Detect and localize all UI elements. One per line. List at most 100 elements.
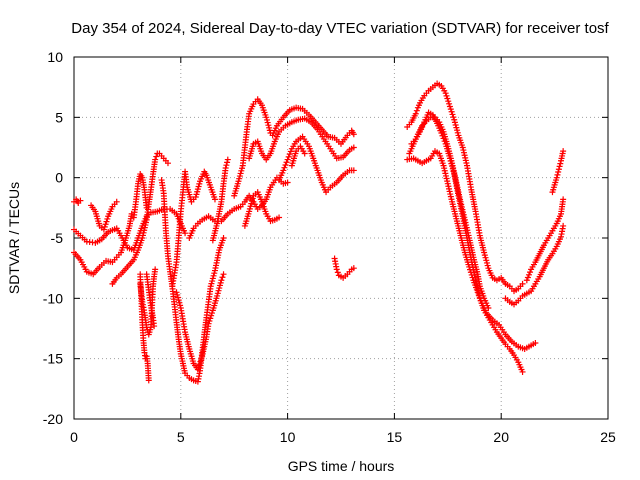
data-point	[113, 198, 120, 205]
data-point	[448, 108, 455, 115]
data-point	[453, 124, 460, 131]
data-point	[467, 269, 474, 276]
data-point	[476, 294, 483, 301]
data-point	[237, 170, 244, 177]
data-point	[483, 259, 490, 266]
data-point	[482, 254, 489, 261]
data-point	[475, 292, 482, 299]
data-point	[263, 114, 270, 121]
data-point	[285, 153, 292, 160]
data-point	[481, 249, 488, 256]
data-point	[555, 169, 562, 176]
data-point	[198, 355, 205, 362]
data-point	[103, 218, 110, 225]
data-point	[164, 160, 171, 167]
data-point	[211, 270, 218, 277]
series-track-i	[143, 271, 158, 330]
y-tick-label: -20	[43, 411, 63, 427]
data-point	[224, 159, 231, 166]
data-point	[175, 297, 182, 304]
data-point	[350, 167, 357, 174]
data-point	[151, 323, 158, 330]
data-point	[440, 135, 447, 142]
data-point	[454, 129, 461, 136]
data-point	[197, 358, 204, 365]
data-point	[152, 266, 159, 273]
data-point	[211, 196, 218, 203]
data-point	[469, 274, 476, 281]
data-point	[451, 116, 458, 123]
data-point	[193, 191, 200, 198]
y-tick-label: -15	[43, 351, 63, 367]
data-point	[301, 150, 308, 157]
data-point	[235, 178, 242, 185]
data-point	[104, 215, 111, 222]
data-point	[287, 148, 294, 155]
data-point	[216, 282, 223, 289]
data-point	[207, 315, 214, 322]
data-point	[101, 223, 108, 230]
data-point	[557, 160, 564, 167]
data-point	[283, 159, 290, 166]
data-point	[448, 160, 455, 167]
data-point	[236, 175, 243, 182]
data-point	[196, 361, 203, 368]
data-point	[217, 279, 224, 286]
data-point	[443, 92, 450, 99]
series-track-c	[71, 210, 135, 278]
data-point	[266, 124, 273, 131]
x-tick-label: 5	[177, 429, 185, 445]
data-point	[281, 164, 288, 171]
x-axis-label: GPS time / hours	[288, 458, 395, 474]
x-axis: 0 5 10 15 20 25	[70, 57, 616, 445]
data-point	[192, 193, 199, 200]
data-point	[207, 283, 214, 290]
data-point	[194, 366, 201, 373]
data-point	[238, 167, 245, 174]
data-point	[519, 368, 526, 375]
data-point	[527, 269, 534, 276]
data-point	[447, 157, 454, 164]
series-track-v	[406, 114, 492, 311]
series-track-t	[331, 255, 357, 281]
data-point	[532, 339, 539, 346]
data-point	[248, 200, 255, 207]
data-point	[153, 153, 160, 160]
data-point	[449, 165, 456, 172]
data-point	[220, 235, 227, 241]
data-point	[218, 277, 225, 284]
y-tick-label: 10	[47, 49, 63, 65]
data-point	[176, 299, 183, 306]
y-tick-label: 0	[55, 170, 63, 186]
data-point	[284, 179, 291, 186]
data-point	[152, 156, 159, 163]
data-point	[100, 226, 107, 233]
y-tick-label: -5	[51, 230, 64, 246]
data-point	[205, 320, 212, 327]
data-point	[214, 292, 221, 299]
data-point	[554, 171, 561, 178]
data-point	[286, 151, 293, 158]
data-point	[265, 122, 272, 129]
data-point	[194, 186, 201, 193]
series-track-x	[404, 148, 539, 353]
data-point	[442, 90, 449, 97]
data-point	[446, 155, 453, 162]
data-point	[451, 119, 458, 126]
series-track-y	[502, 222, 567, 308]
series-track-z	[523, 196, 567, 284]
data-point	[468, 271, 475, 278]
data-point	[276, 214, 283, 221]
y-axis: -20 -15 -10 -5 0 5 10	[43, 49, 608, 427]
data-point	[246, 205, 253, 212]
data-point	[438, 130, 445, 137]
data-point	[439, 132, 446, 139]
x-tick-label: 10	[280, 429, 296, 445]
x-tick-label: 0	[70, 429, 78, 445]
data-point	[525, 271, 532, 278]
series-track-s	[288, 143, 308, 169]
data-point	[467, 266, 474, 273]
series-track-p	[246, 115, 357, 163]
data-point	[334, 269, 341, 276]
